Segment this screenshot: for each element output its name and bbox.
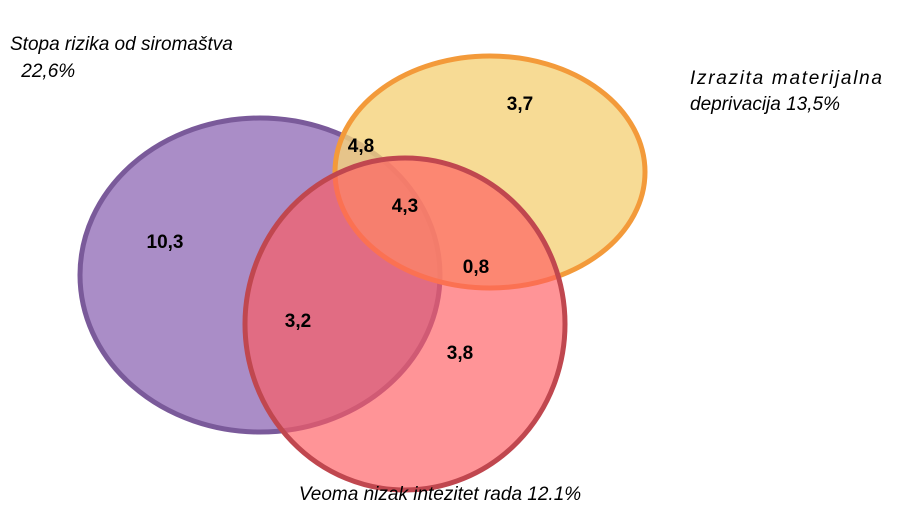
region-label: 3,2	[285, 311, 311, 332]
region-label: 4,8	[348, 136, 374, 157]
region-label: 10,3	[147, 232, 184, 253]
region-label: 0,8	[463, 257, 489, 278]
set-label: 22,6%	[16, 61, 75, 82]
region-label: 3,8	[447, 343, 473, 364]
set-label: Veoma nizak intezitet rada 12.1%	[299, 484, 581, 505]
set-label: deprivacija 13,5%	[690, 94, 840, 115]
region-label: 4,3	[392, 196, 418, 217]
set-circle	[242, 155, 568, 493]
set-label: Izrazita materijalna	[690, 68, 882, 89]
region-label: 3,7	[507, 94, 533, 115]
set-label: Stopa rizika od siromaštva	[10, 34, 233, 55]
